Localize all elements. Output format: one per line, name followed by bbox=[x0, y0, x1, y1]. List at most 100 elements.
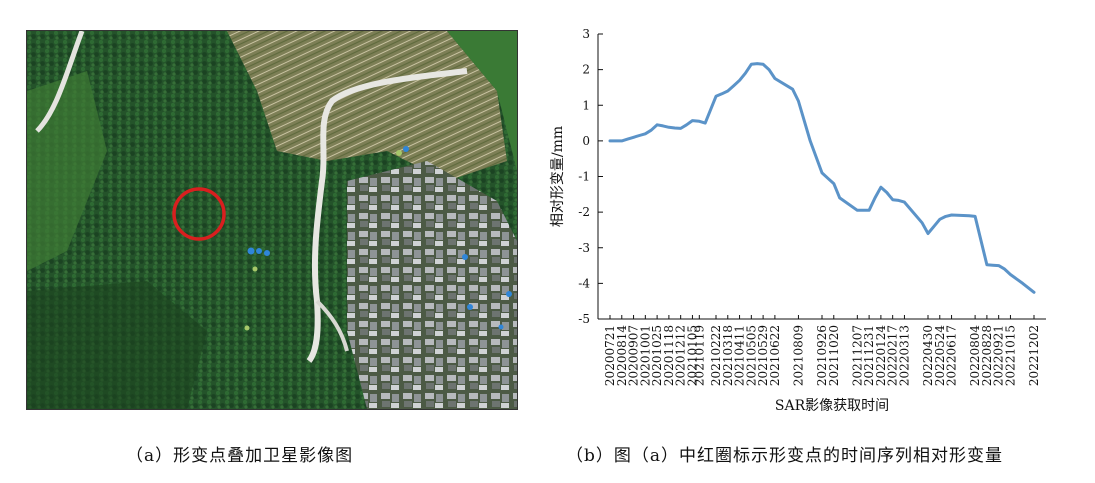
data-point bbox=[674, 127, 676, 129]
deformation-point bbox=[256, 248, 262, 254]
x-tick-label: 20210222 bbox=[709, 325, 723, 386]
x-tick-label: 20210809 bbox=[791, 325, 805, 386]
data-point bbox=[744, 72, 747, 74]
chart-labels: 3210-1-2-3-4-520200721202008142020090720… bbox=[550, 27, 1041, 414]
y-tick-label: -4 bbox=[578, 276, 590, 290]
data-point bbox=[897, 199, 900, 201]
x-tick-label: 20201212 bbox=[674, 325, 688, 386]
data-point bbox=[680, 127, 682, 130]
data-point bbox=[668, 126, 670, 128]
data-point bbox=[704, 122, 706, 124]
line-chart: 3210-1-2-3-4-520200721202008142020090720… bbox=[550, 27, 1046, 414]
data-point bbox=[821, 172, 823, 174]
y-tick-label: 1 bbox=[582, 98, 590, 112]
deformation-point bbox=[498, 324, 504, 330]
chart-axes bbox=[597, 33, 1046, 320]
satellite-image bbox=[27, 31, 517, 409]
road-left bbox=[35, 31, 85, 133]
x-tick-label: 20220828 bbox=[980, 325, 994, 386]
data-point bbox=[627, 138, 629, 140]
caption-a: （a）形变点叠加卫星影像图 bbox=[126, 446, 354, 466]
y-tick-label: -3 bbox=[578, 241, 590, 255]
x-tick-label: 20200721 bbox=[603, 325, 617, 386]
x-tick-label: 20220217 bbox=[886, 325, 900, 386]
data-point bbox=[986, 264, 988, 266]
road-branch bbox=[315, 299, 349, 352]
data-point bbox=[615, 140, 617, 142]
data-point bbox=[715, 95, 717, 97]
data-point bbox=[933, 225, 935, 227]
data-point bbox=[727, 90, 729, 92]
x-tick-label: 20211231 bbox=[862, 325, 876, 386]
data-point bbox=[1022, 282, 1024, 284]
x-axis-title: SAR影像获取时间 bbox=[775, 398, 889, 414]
deformation-point bbox=[506, 291, 512, 297]
deformation-point bbox=[244, 325, 250, 331]
data-point bbox=[868, 209, 870, 211]
x-tick-label: 20200814 bbox=[615, 325, 629, 386]
data-point bbox=[950, 214, 953, 216]
data-point bbox=[685, 124, 688, 126]
data-point bbox=[756, 62, 758, 65]
data-point bbox=[662, 125, 664, 127]
data-point bbox=[1033, 291, 1035, 293]
x-tick-label: 20220921 bbox=[992, 325, 1006, 386]
x-tick-label: 20210926 bbox=[815, 325, 829, 386]
grassland bbox=[447, 31, 517, 171]
series-line bbox=[608, 62, 1036, 294]
deformation-point bbox=[247, 247, 255, 255]
data-point bbox=[656, 124, 658, 126]
x-tick-label: 20220313 bbox=[897, 325, 911, 386]
data-point bbox=[927, 232, 929, 235]
x-tick-label: 20201118 bbox=[662, 325, 676, 386]
data-point bbox=[738, 79, 741, 81]
data-point bbox=[809, 140, 811, 142]
data-point bbox=[609, 140, 611, 142]
data-point bbox=[750, 63, 752, 65]
x-tick-label: 20220430 bbox=[921, 325, 935, 386]
data-point bbox=[762, 63, 764, 65]
x-tick-label: 20200907 bbox=[627, 325, 641, 386]
data-point bbox=[892, 199, 894, 201]
data-point bbox=[774, 77, 776, 80]
x-tick-label: 20210529 bbox=[756, 325, 770, 386]
x-tick-label: 20210318 bbox=[721, 325, 735, 386]
y-tick-label: -1 bbox=[578, 170, 590, 184]
data-point bbox=[862, 209, 864, 211]
data-point bbox=[939, 218, 941, 220]
data-point bbox=[856, 209, 858, 211]
y-tick-label: -5 bbox=[578, 312, 590, 326]
x-tick-label: 20210505 bbox=[744, 325, 758, 386]
chart-panel: 3 2 1 0 -1 -2 -3 -4 -5 20200721 20200814 20200907 20… bbox=[548, 22, 1068, 422]
data-point bbox=[1009, 273, 1012, 276]
village-area bbox=[347, 161, 517, 409]
x-tick-label: 20220617 bbox=[945, 325, 959, 386]
x-tick-label: 20211020 bbox=[827, 325, 841, 386]
y-tick-label: 0 bbox=[582, 134, 590, 148]
x-tick-label: 20220124 bbox=[874, 325, 888, 386]
deformation-point bbox=[252, 266, 258, 272]
caption-b: （b）图（a）中红圈标示形变点的时间序列相对形变量 bbox=[566, 446, 1004, 466]
x-tick-label: 20211207 bbox=[850, 325, 864, 386]
data-point bbox=[874, 197, 876, 199]
data-point bbox=[968, 215, 970, 217]
x-tick-label: 20220524 bbox=[933, 325, 947, 386]
deformation-point bbox=[396, 150, 402, 156]
x-tick-label: 20221015 bbox=[1003, 325, 1017, 386]
x-tick-label: 20210622 bbox=[768, 325, 782, 386]
data-point bbox=[974, 215, 976, 217]
deformation-point bbox=[467, 304, 473, 310]
satellite-image-panel bbox=[26, 30, 518, 410]
data-point bbox=[827, 177, 829, 179]
data-point bbox=[698, 120, 700, 122]
y-tick-label: 2 bbox=[582, 63, 590, 77]
terraced-fields bbox=[227, 31, 507, 181]
chart-series bbox=[608, 62, 1036, 294]
data-point bbox=[886, 191, 888, 194]
data-point bbox=[791, 88, 794, 90]
x-tick-label: 20201025 bbox=[650, 325, 664, 386]
x-tick-label: 20220804 bbox=[968, 325, 982, 386]
data-point bbox=[1003, 268, 1006, 270]
data-point bbox=[644, 133, 646, 135]
x-tick-label: 20210119 bbox=[692, 325, 706, 386]
